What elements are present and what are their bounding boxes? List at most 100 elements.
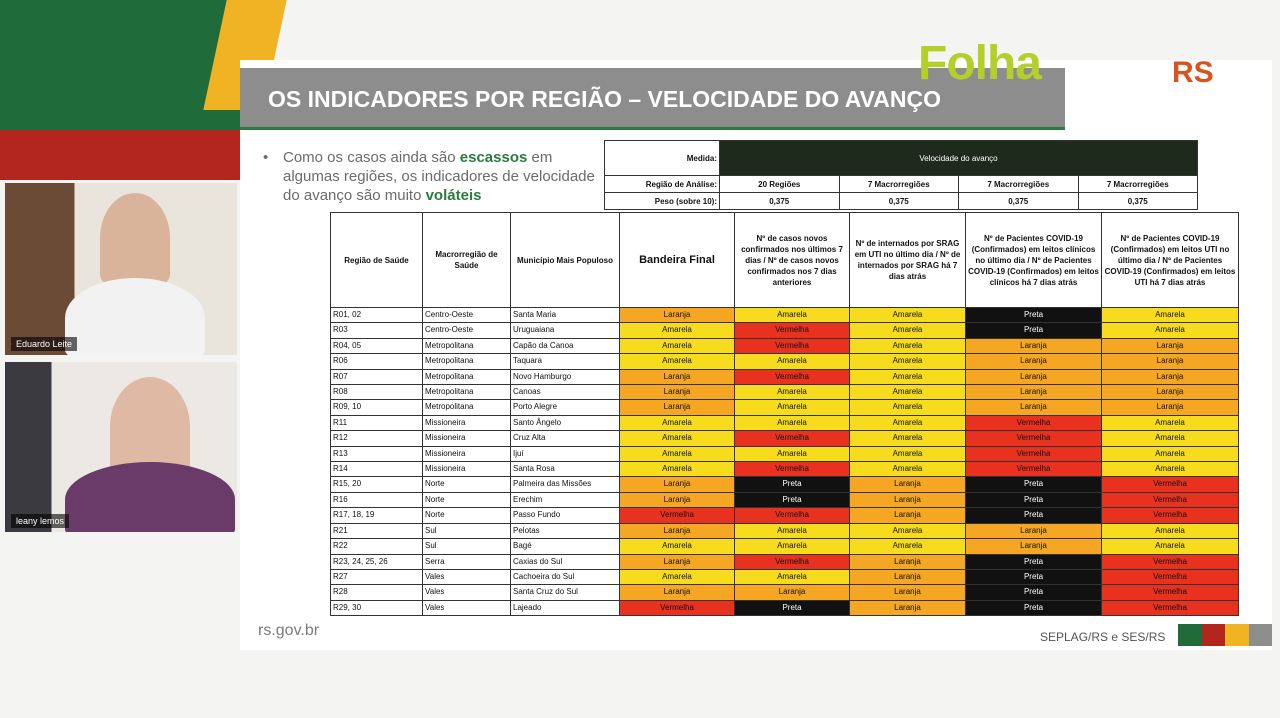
table-row: R04, 05 Metropolitana Capão da Canoa Amarel… bbox=[330, 337, 1239, 355]
flag-cell: Amarela bbox=[734, 399, 850, 416]
flag-cell: Amarela bbox=[849, 522, 966, 540]
weight: 0,375 bbox=[838, 192, 959, 210]
table-cell: R28 bbox=[330, 584, 423, 601]
table-cell: Vales bbox=[422, 584, 511, 601]
measure: Velocidade do avanço bbox=[719, 140, 1198, 176]
flag-cell: Preta bbox=[965, 584, 1102, 601]
table-cell: R15, 20 bbox=[330, 476, 423, 493]
flag-cell: Vermelha bbox=[1101, 491, 1239, 509]
flag-cell: Preta bbox=[965, 553, 1102, 570]
flag-cell: Laranja bbox=[619, 584, 735, 601]
flag-cell: Laranja bbox=[619, 399, 735, 416]
flag-cell: Amarela bbox=[849, 399, 966, 416]
table-cell: R29, 30 bbox=[330, 599, 423, 617]
video-tile[interactable]: Eduardo Leite bbox=[5, 183, 237, 355]
table-cell: Metropolitana bbox=[422, 399, 511, 416]
table-cell: Caxias do Sul bbox=[510, 553, 620, 570]
flag-cell: Amarela bbox=[734, 353, 850, 370]
flag-cell: Amarela bbox=[1101, 538, 1239, 555]
table-row: R27 Vales Cachoeira do Sul Amarela Amarela La… bbox=[330, 568, 1239, 586]
table-cell: Taquara bbox=[510, 353, 620, 370]
table-cell: R08 bbox=[330, 384, 423, 401]
region: 7 Macrorregiões bbox=[958, 175, 1079, 193]
table-row: R29, 30 Vales Lajeado Vermelha Preta Laranja P… bbox=[330, 599, 1239, 617]
flag-cell: Amarela bbox=[849, 337, 966, 355]
flag-cell: Preta bbox=[965, 322, 1102, 339]
flag-cell: Laranja bbox=[619, 476, 735, 493]
table-cell: R16 bbox=[330, 491, 423, 509]
flag-cell: Amarela bbox=[849, 414, 966, 432]
bullet-text: Como os casos ainda são escassos em algu… bbox=[265, 148, 600, 205]
table-cell: R12 bbox=[330, 430, 423, 447]
flag-cell: Vermelha bbox=[965, 461, 1102, 478]
flag-cell: Preta bbox=[734, 491, 850, 509]
flag-cell: Laranja bbox=[619, 553, 735, 570]
flag-cell: Amarela bbox=[849, 368, 966, 386]
table-cell: Metropolitana bbox=[422, 353, 511, 370]
column-header: Nº de Pacientes COVID-19 (Confirmados) e… bbox=[965, 212, 1102, 308]
flag-cell: Vermelha bbox=[734, 337, 850, 355]
table-cell: R01, 02 bbox=[330, 306, 423, 324]
flag-cell: Vermelha bbox=[965, 445, 1102, 463]
table-cell: Bagé bbox=[510, 538, 620, 555]
flag-cell: Laranja bbox=[849, 553, 966, 570]
flag-cell: Amarela bbox=[849, 538, 966, 555]
table-cell: Ijuí bbox=[510, 445, 620, 463]
flag-cell: Amarela bbox=[1101, 522, 1239, 540]
flag-cell: Amarela bbox=[849, 430, 966, 447]
table-cell: R03 bbox=[330, 322, 423, 339]
flag-cell: Amarela bbox=[734, 568, 850, 586]
person bbox=[100, 193, 170, 283]
flag-cell: Amarela bbox=[849, 384, 966, 401]
footer-source: SEPLAG/RS e SES/RS bbox=[1040, 630, 1166, 644]
flag-cell: Vermelha bbox=[619, 507, 735, 524]
flag-cell: Vermelha bbox=[734, 322, 850, 339]
table-cell: Santa Rosa bbox=[510, 461, 620, 478]
table-cell: Porto Alegre bbox=[510, 399, 620, 416]
flag-cell: Vermelha bbox=[1101, 553, 1239, 570]
table-row: R07 Metropolitana Novo Hamburgo Laranja Verm… bbox=[330, 368, 1239, 386]
flag-cell: Laranja bbox=[965, 522, 1102, 540]
table-row: R22 Sul Bagé Amarela Amarela Amarela Laranja Am… bbox=[330, 538, 1239, 555]
video-tile[interactable]: leany lemos bbox=[5, 362, 237, 532]
table-row: R15, 20 Norte Palmeira das Missões Laranja P… bbox=[330, 476, 1239, 493]
flag-cell: Amarela bbox=[849, 306, 966, 324]
flag-cell: Amarela bbox=[734, 538, 850, 555]
table-cell: Missioneira bbox=[422, 430, 511, 447]
flag-cell: Laranja bbox=[1101, 337, 1239, 355]
flag-cell: Laranja bbox=[965, 353, 1102, 370]
flag-stripe bbox=[1248, 624, 1272, 646]
table-cell: Uruguaiana bbox=[510, 322, 620, 339]
table-row: R28 Vales Santa Cruz do Sul Laranja Laranja L… bbox=[330, 584, 1239, 601]
column-header: Município Mais Populoso bbox=[510, 212, 620, 308]
flag-cell: Amarela bbox=[1101, 322, 1239, 339]
flag-cell: Amarela bbox=[849, 445, 966, 463]
flag-cell: Amarela bbox=[619, 322, 735, 339]
flag-cell: Amarela bbox=[619, 461, 735, 478]
flag-cell: Amarela bbox=[619, 538, 735, 555]
table-row: R01, 02 Centro-Oeste Santa Maria Laranja Ama… bbox=[330, 306, 1239, 324]
table-row: R21 Sul Pelotas Laranja Amarela Amarela Laranj… bbox=[330, 522, 1239, 540]
table-row: R13 Missioneira Ijuí Amarela Amarela Amarela V… bbox=[330, 445, 1239, 463]
flag-stripe bbox=[1201, 624, 1225, 646]
weight: 0,375 bbox=[958, 192, 1079, 210]
flag-cell: Laranja bbox=[619, 522, 735, 540]
table-cell: Passo Fundo bbox=[510, 507, 620, 524]
table-cell: Novo Hamburgo bbox=[510, 368, 620, 386]
slide-title: OS INDICADORES POR REGIÃO – VELOCIDADE D… bbox=[268, 86, 942, 112]
flag-cell: Amarela bbox=[734, 522, 850, 540]
flag-cell: Amarela bbox=[1101, 445, 1239, 463]
column-header: Nº de internados por SRAG em UTI no últi… bbox=[849, 212, 966, 308]
flag-cell: Amarela bbox=[1101, 430, 1239, 447]
logo: Folha bbox=[918, 37, 1042, 90]
flag-cell: Laranja bbox=[965, 538, 1102, 555]
table-row: R03 Centro-Oeste Uruguaiana Amarela Vermelha… bbox=[330, 322, 1239, 339]
flag-cell: Laranja bbox=[619, 491, 735, 509]
flag-cell: Laranja bbox=[619, 368, 735, 386]
bullet-emphasis: escassos bbox=[459, 149, 528, 166]
measure-label: Medida: bbox=[604, 140, 720, 176]
table-cell: R06 bbox=[330, 353, 423, 370]
flag-cell: Amarela bbox=[734, 445, 850, 463]
table-row: R16 Norte Erechim Laranja Preta Laranja Preta V… bbox=[330, 491, 1239, 509]
